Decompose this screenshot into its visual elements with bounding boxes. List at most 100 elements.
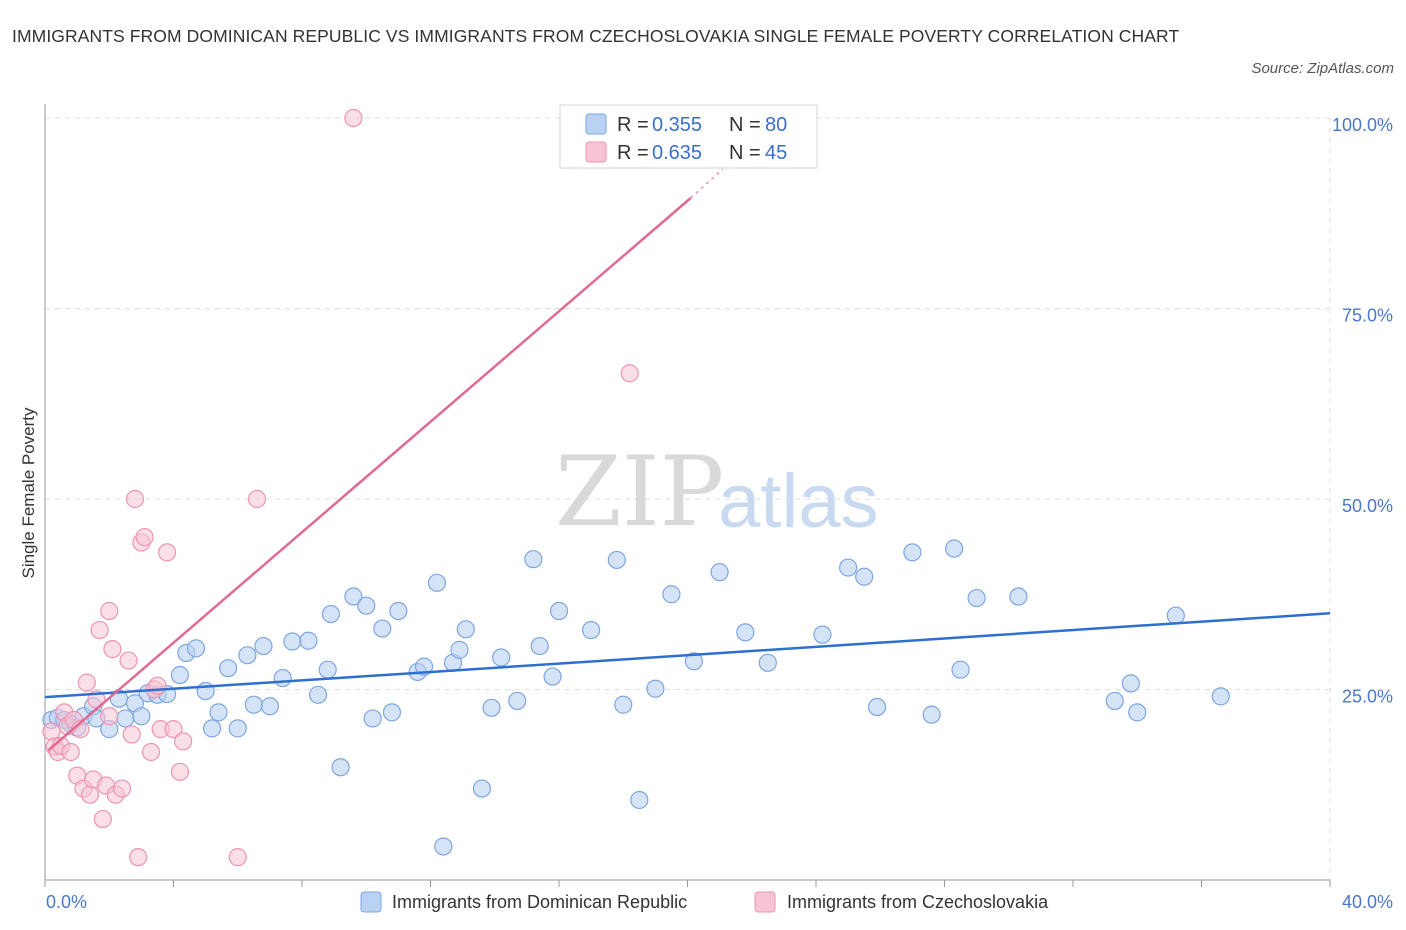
legend-r-value-blue: 0.355: [652, 114, 702, 136]
bottom-legend-swatch-blue: [360, 891, 382, 913]
y-tick-label: 100.0%: [1332, 115, 1393, 135]
point-czechoslovakia: [141, 742, 161, 762]
point-dominican-republic: [427, 573, 447, 592]
point-dominican-republic: [549, 601, 569, 621]
point-dominican-republic: [582, 620, 601, 640]
point-dominican-republic: [472, 779, 491, 798]
x-tick-label: 0.0%: [46, 892, 87, 912]
legend-swatch-blue: [585, 113, 607, 135]
point-czechoslovakia: [135, 527, 154, 547]
point-dominican-republic: [867, 697, 887, 717]
point-czechoslovakia: [122, 725, 141, 744]
top-legend: R = 0.355 N = 80 R = 0.635 N = 45: [559, 104, 818, 169]
point-dominican-republic: [646, 679, 665, 698]
point-dominican-republic: [116, 709, 135, 728]
point-czechoslovakia: [42, 722, 61, 741]
point-dominican-republic: [331, 758, 350, 777]
point-dominican-republic: [945, 539, 964, 558]
point-dominican-republic: [209, 703, 228, 722]
point-dominican-republic: [482, 698, 501, 717]
chart-source: Source: ZipAtlas.com: [1251, 60, 1394, 77]
trend-lines: [44, 168, 1331, 752]
point-dominican-republic: [922, 705, 941, 724]
point-dominican-republic: [254, 636, 273, 656]
point-czechoslovakia: [119, 651, 138, 670]
point-dominican-republic: [662, 585, 681, 604]
point-dominican-republic: [219, 659, 238, 678]
point-dominican-republic: [530, 636, 549, 656]
point-dominican-republic: [967, 588, 986, 608]
point-dominican-republic: [283, 632, 302, 651]
point-czechoslovakia: [100, 707, 119, 726]
point-czechoslovakia: [170, 762, 190, 781]
point-czechoslovakia: [93, 809, 112, 829]
chart-title: IMMIGRANTS FROM DOMINICAN REPUBLIC VS IM…: [12, 26, 1180, 46]
axes: [44, 104, 1331, 887]
point-dominican-republic: [614, 695, 633, 714]
point-dominican-republic: [492, 648, 511, 667]
point-dominican-republic: [357, 596, 376, 615]
point-dominican-republic: [903, 543, 922, 562]
y-tick-labels: 25.0% 50.0% 75.0% 100.0%: [1332, 115, 1393, 707]
point-dominican-republic: [508, 691, 527, 711]
point-czechoslovakia: [129, 848, 148, 867]
point-dominican-republic: [318, 660, 337, 679]
trend-line-czechoslovakia-extension: [690, 168, 724, 199]
point-dominican-republic: [170, 665, 190, 685]
bottom-legend-label-blue: Immigrants from Dominican Republic: [392, 892, 687, 912]
point-czechoslovakia: [164, 720, 183, 739]
point-czechoslovakia: [77, 673, 96, 692]
legend-n-label-blue: N =: [729, 114, 761, 136]
point-dominican-republic: [758, 653, 777, 672]
point-dominican-republic: [273, 668, 292, 688]
watermark: ZIP atlas: [555, 436, 879, 548]
bottom-legend-swatch-pink: [754, 891, 776, 913]
point-dominican-republic: [389, 601, 408, 621]
point-czechoslovakia: [61, 742, 80, 762]
watermark-zip: ZIP: [555, 436, 724, 548]
legend-swatch-pink: [585, 141, 607, 163]
point-dominican-republic: [736, 623, 755, 642]
point-dominican-republic: [630, 790, 649, 810]
point-dominican-republic: [607, 550, 626, 570]
point-dominican-republic: [855, 567, 874, 586]
point-dominican-republic: [228, 719, 247, 738]
point-czechoslovakia: [148, 676, 167, 695]
point-czechoslovakia: [174, 732, 193, 751]
point-dominican-republic: [308, 685, 328, 704]
point-dominican-republic: [1211, 687, 1230, 706]
legend-n-value-pink: 45: [765, 142, 787, 164]
y-tick-label: 25.0%: [1342, 687, 1393, 707]
x-tick-label: 40.0%: [1342, 892, 1393, 912]
series-czechoslovakia: [42, 108, 639, 867]
point-czechoslovakia: [247, 489, 267, 509]
point-dominican-republic: [260, 697, 279, 716]
point-czechoslovakia: [228, 848, 247, 867]
point-dominican-republic: [238, 646, 257, 665]
y-tick-label: 75.0%: [1342, 306, 1393, 326]
point-dominican-republic: [244, 695, 263, 714]
point-dominican-republic: [434, 837, 453, 856]
point-dominican-republic: [684, 652, 704, 671]
point-dominican-republic: [456, 620, 475, 639]
point-dominican-republic: [1166, 606, 1185, 625]
legend-r-label-pink: R =: [617, 142, 649, 164]
point-dominican-republic: [321, 604, 341, 624]
trend-line-czechoslovakia: [47, 197, 692, 752]
point-dominican-republic: [186, 639, 206, 658]
point-czechoslovakia: [112, 779, 132, 798]
point-czechoslovakia: [90, 620, 109, 640]
point-dominican-republic: [1121, 674, 1140, 693]
y-axis-label: Single Female Poverty: [19, 407, 38, 579]
point-dominican-republic: [344, 587, 363, 606]
point-czechoslovakia: [103, 640, 122, 659]
point-dominican-republic: [450, 640, 469, 659]
point-dominican-republic: [839, 558, 858, 577]
point-czechoslovakia: [125, 489, 145, 509]
legend-r-label-blue: R =: [617, 114, 649, 136]
point-dominican-republic: [813, 625, 832, 644]
legend-n-label-pink: N =: [729, 142, 761, 164]
legend-r-value-pink: 0.635: [652, 142, 702, 164]
point-dominican-republic: [1105, 691, 1124, 711]
point-czechoslovakia: [620, 364, 639, 383]
